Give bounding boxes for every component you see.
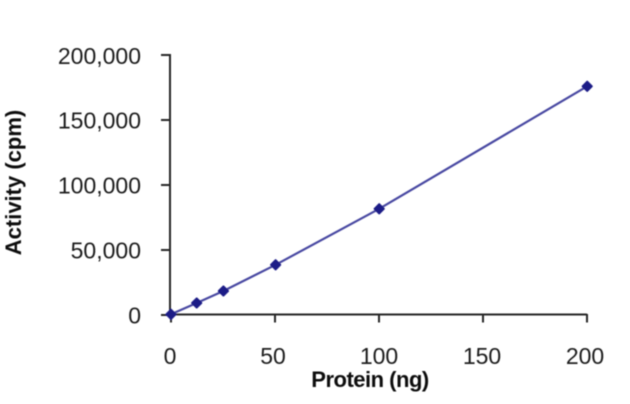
svg-text:150: 150 [463, 343, 501, 369]
svg-text:100,000: 100,000 [58, 173, 141, 199]
svg-text:0: 0 [164, 343, 177, 369]
svg-text:Protein (ng): Protein (ng) [311, 367, 429, 392]
svg-text:150,000: 150,000 [58, 108, 141, 134]
svg-text:200,000: 200,000 [58, 43, 141, 69]
svg-text:0: 0 [128, 303, 141, 329]
svg-text:Activity (cpm): Activity (cpm) [1, 110, 26, 255]
svg-text:200: 200 [566, 343, 604, 369]
svg-text:50: 50 [260, 343, 286, 369]
svg-text:100: 100 [360, 343, 398, 369]
svg-text:50,000: 50,000 [71, 238, 141, 264]
